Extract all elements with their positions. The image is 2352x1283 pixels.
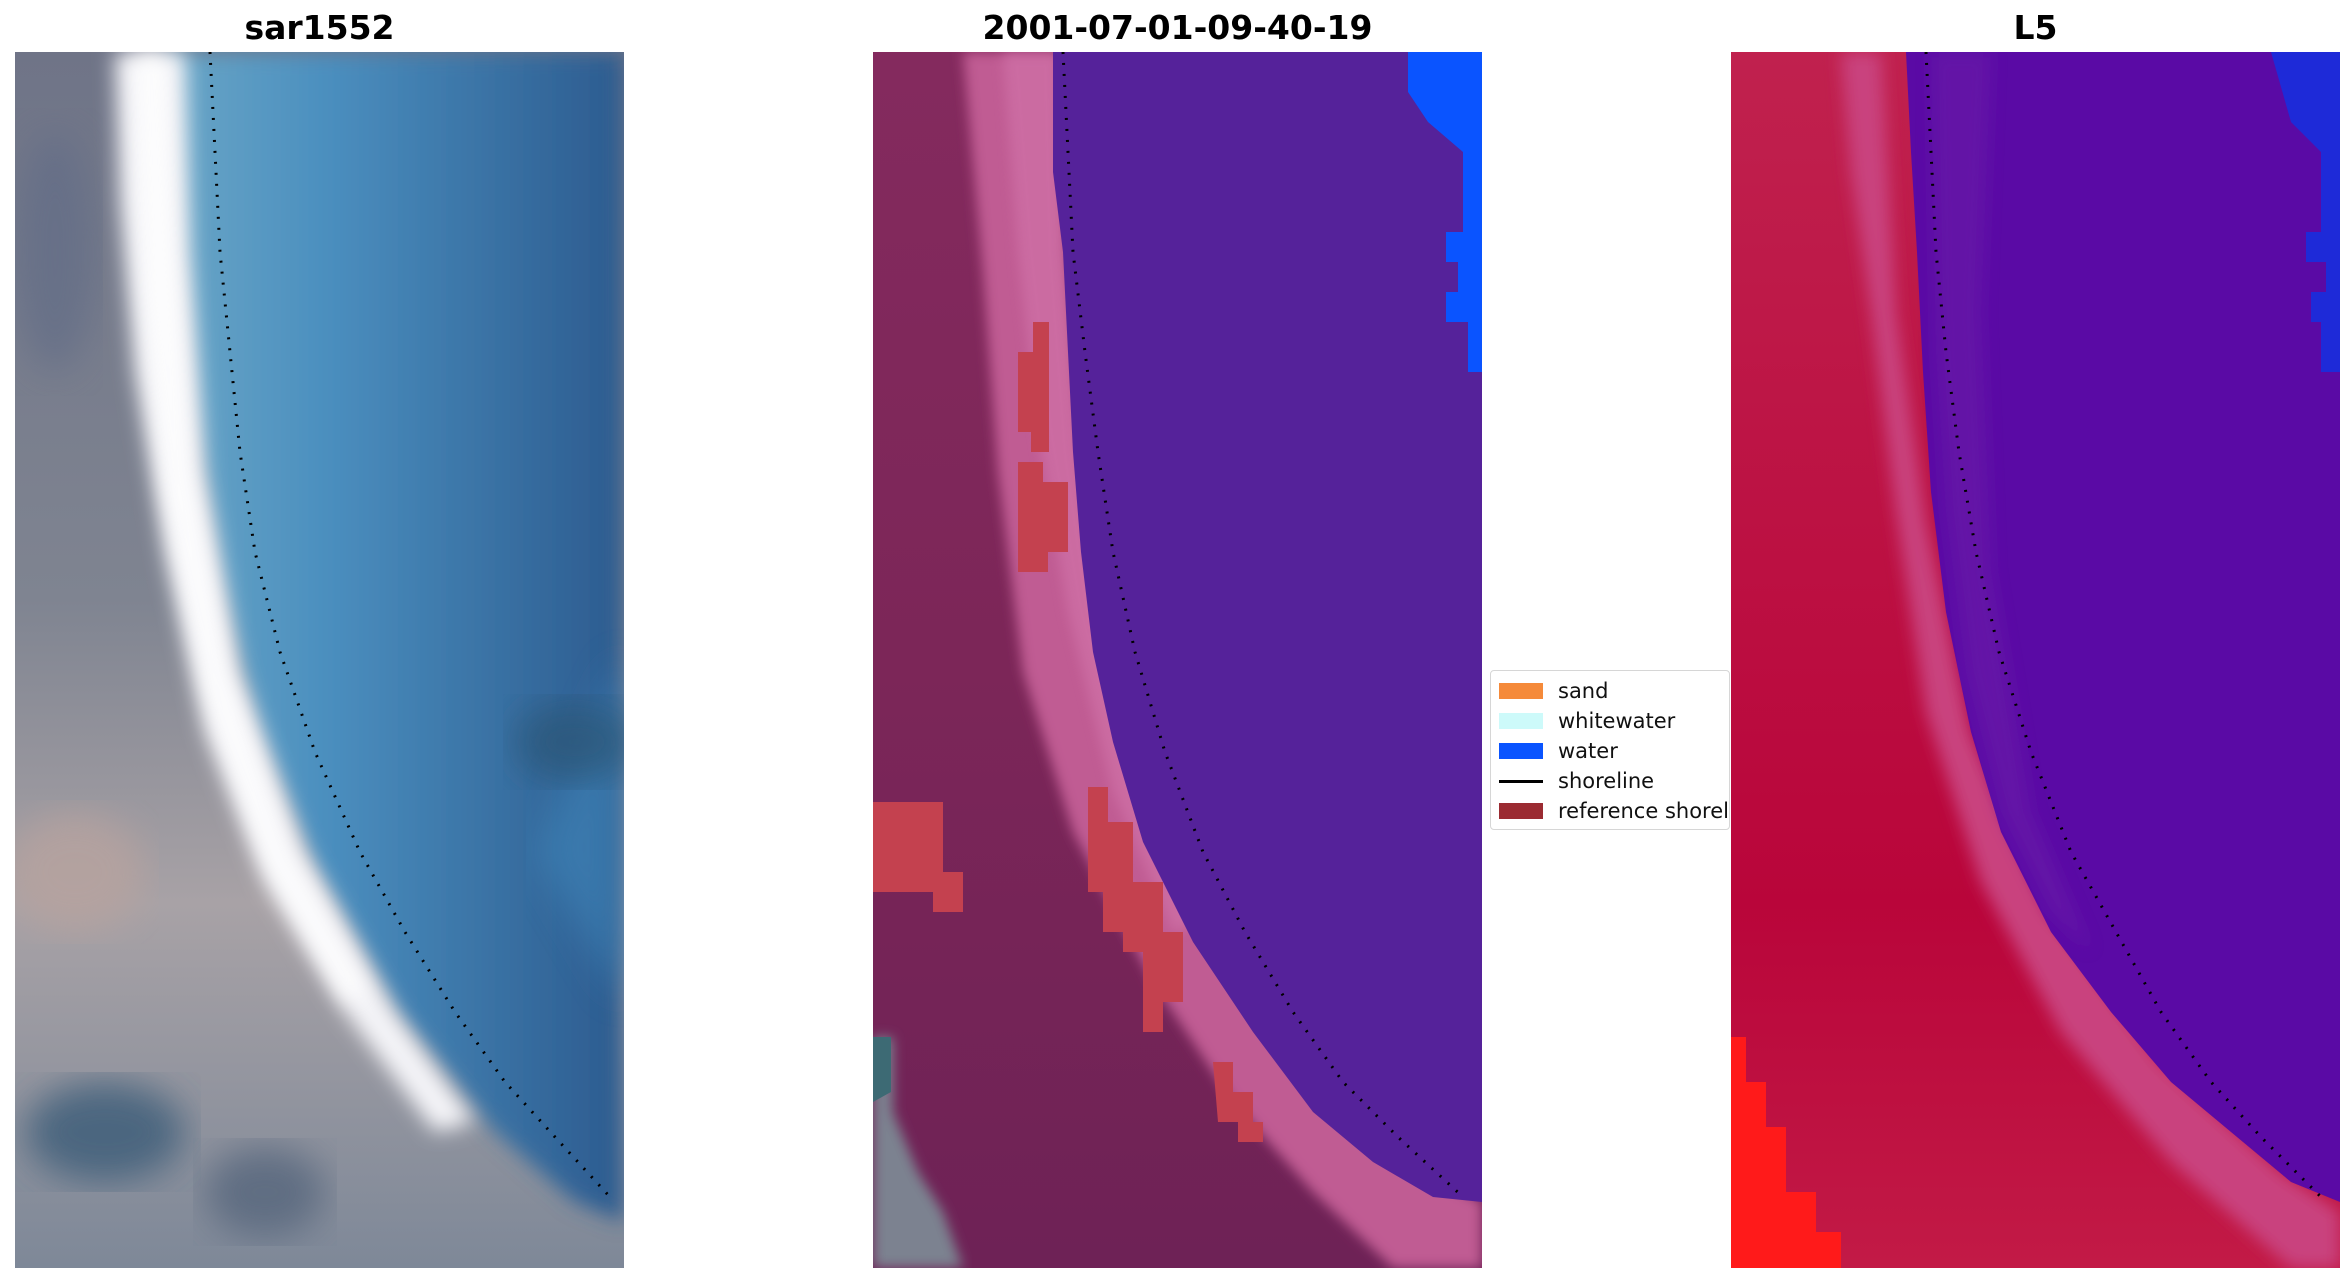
panel-title-classified: 2001-07-01-09-40-19 bbox=[982, 8, 1373, 47]
legend-label: water bbox=[1558, 739, 1618, 763]
panel-title-rgb: sar1552 bbox=[244, 8, 395, 47]
legend-item-sand: sand bbox=[1499, 676, 1729, 706]
classified-image-panel bbox=[873, 52, 1482, 1268]
panel-title-false-color: L5 bbox=[2013, 8, 2058, 47]
false-color-image-panel bbox=[1731, 52, 2340, 1268]
legend-item-whitewater: whitewater bbox=[1499, 706, 1729, 736]
classified-image bbox=[873, 52, 1482, 1268]
reference-shoreline-swatch bbox=[1499, 803, 1543, 819]
legend-label: shoreline bbox=[1558, 769, 1655, 793]
legend-label: reference shoreline bbox=[1558, 799, 1729, 823]
shoreline-line-swatch bbox=[1499, 779, 1543, 783]
legend-label: whitewater bbox=[1558, 709, 1676, 733]
legend: sand whitewater water shoreline referenc… bbox=[1490, 670, 1730, 830]
rgb-image-panel bbox=[15, 52, 624, 1268]
legend-item-shoreline: shoreline bbox=[1499, 766, 1729, 796]
whitewater-swatch bbox=[1499, 713, 1543, 729]
legend-item-reference-shoreline: reference shoreline bbox=[1499, 796, 1729, 826]
sand-swatch bbox=[1499, 683, 1543, 699]
rgb-satellite-image bbox=[15, 52, 624, 1268]
legend-label: sand bbox=[1558, 679, 1609, 703]
water-swatch bbox=[1499, 743, 1543, 759]
shoreline-dots bbox=[208, 52, 612, 1199]
legend-item-water: water bbox=[1499, 736, 1729, 766]
false-color-image bbox=[1731, 52, 2340, 1268]
